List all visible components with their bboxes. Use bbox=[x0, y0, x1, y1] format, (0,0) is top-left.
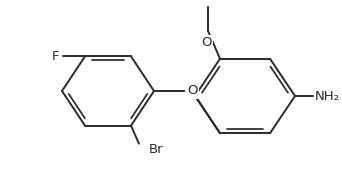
Text: O: O bbox=[187, 84, 197, 97]
Text: NH₂: NH₂ bbox=[315, 90, 340, 103]
Text: Br: Br bbox=[149, 143, 163, 156]
Text: O: O bbox=[201, 36, 211, 49]
Text: F: F bbox=[51, 50, 59, 63]
